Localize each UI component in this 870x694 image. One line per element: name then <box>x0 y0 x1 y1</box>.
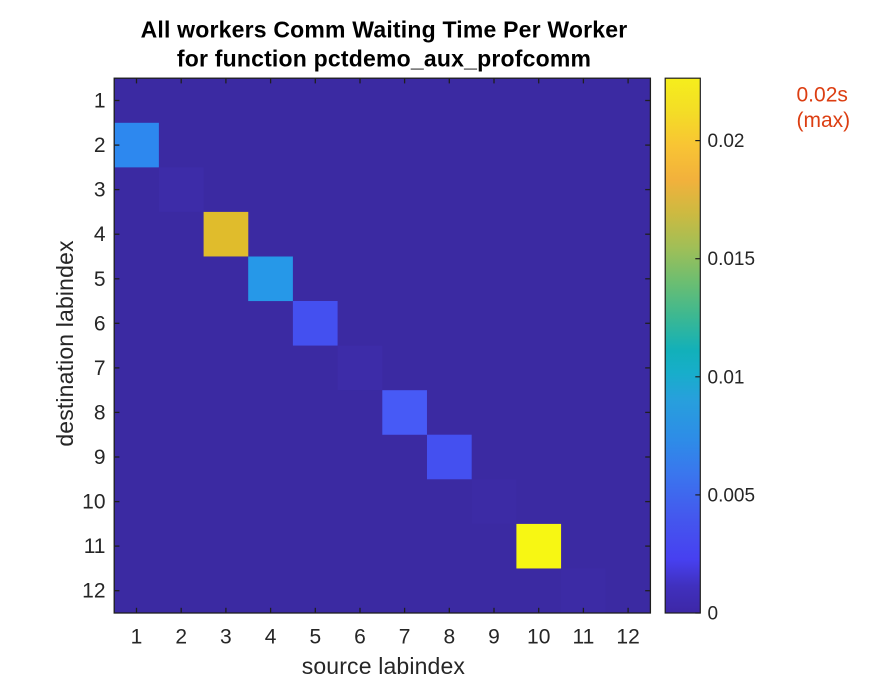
svg-text:source labindex: source labindex <box>302 653 466 679</box>
svg-text:8: 8 <box>94 401 106 424</box>
svg-text:3: 3 <box>220 626 232 649</box>
svg-text:1: 1 <box>131 626 143 649</box>
svg-text:6: 6 <box>354 626 366 649</box>
svg-text:0.02s: 0.02s <box>797 83 848 106</box>
svg-text:12: 12 <box>616 626 639 649</box>
svg-text:1: 1 <box>94 90 106 113</box>
svg-text:destination labindex: destination labindex <box>52 240 78 447</box>
svg-text:3: 3 <box>94 179 106 202</box>
svg-text:9: 9 <box>488 626 500 649</box>
svg-text:4: 4 <box>94 223 106 246</box>
svg-text:for function pctdemo_aux_profc: for function pctdemo_aux_profcomm <box>177 46 591 72</box>
svg-text:2: 2 <box>94 134 106 157</box>
svg-text:7: 7 <box>399 626 411 649</box>
svg-text:0.005: 0.005 <box>708 485 756 506</box>
svg-text:5: 5 <box>309 626 321 649</box>
svg-text:6: 6 <box>94 312 106 335</box>
svg-text:0.015: 0.015 <box>708 249 756 270</box>
svg-text:8: 8 <box>443 626 455 649</box>
svg-text:2: 2 <box>175 626 187 649</box>
svg-text:All workers Comm Waiting Time: All workers Comm Waiting Time Per Worker <box>141 17 628 43</box>
svg-text:5: 5 <box>94 268 106 291</box>
svg-text:9: 9 <box>94 446 106 469</box>
svg-text:0: 0 <box>708 604 719 625</box>
svg-text:(max): (max) <box>797 109 851 132</box>
svg-text:10: 10 <box>82 491 105 514</box>
svg-text:7: 7 <box>94 357 106 380</box>
svg-text:0.02: 0.02 <box>708 131 745 152</box>
svg-text:11: 11 <box>572 626 594 649</box>
svg-text:12: 12 <box>82 580 105 603</box>
svg-text:4: 4 <box>265 626 277 649</box>
svg-text:0.01: 0.01 <box>708 367 745 388</box>
svg-text:11: 11 <box>84 535 106 558</box>
svg-text:10: 10 <box>527 626 550 649</box>
